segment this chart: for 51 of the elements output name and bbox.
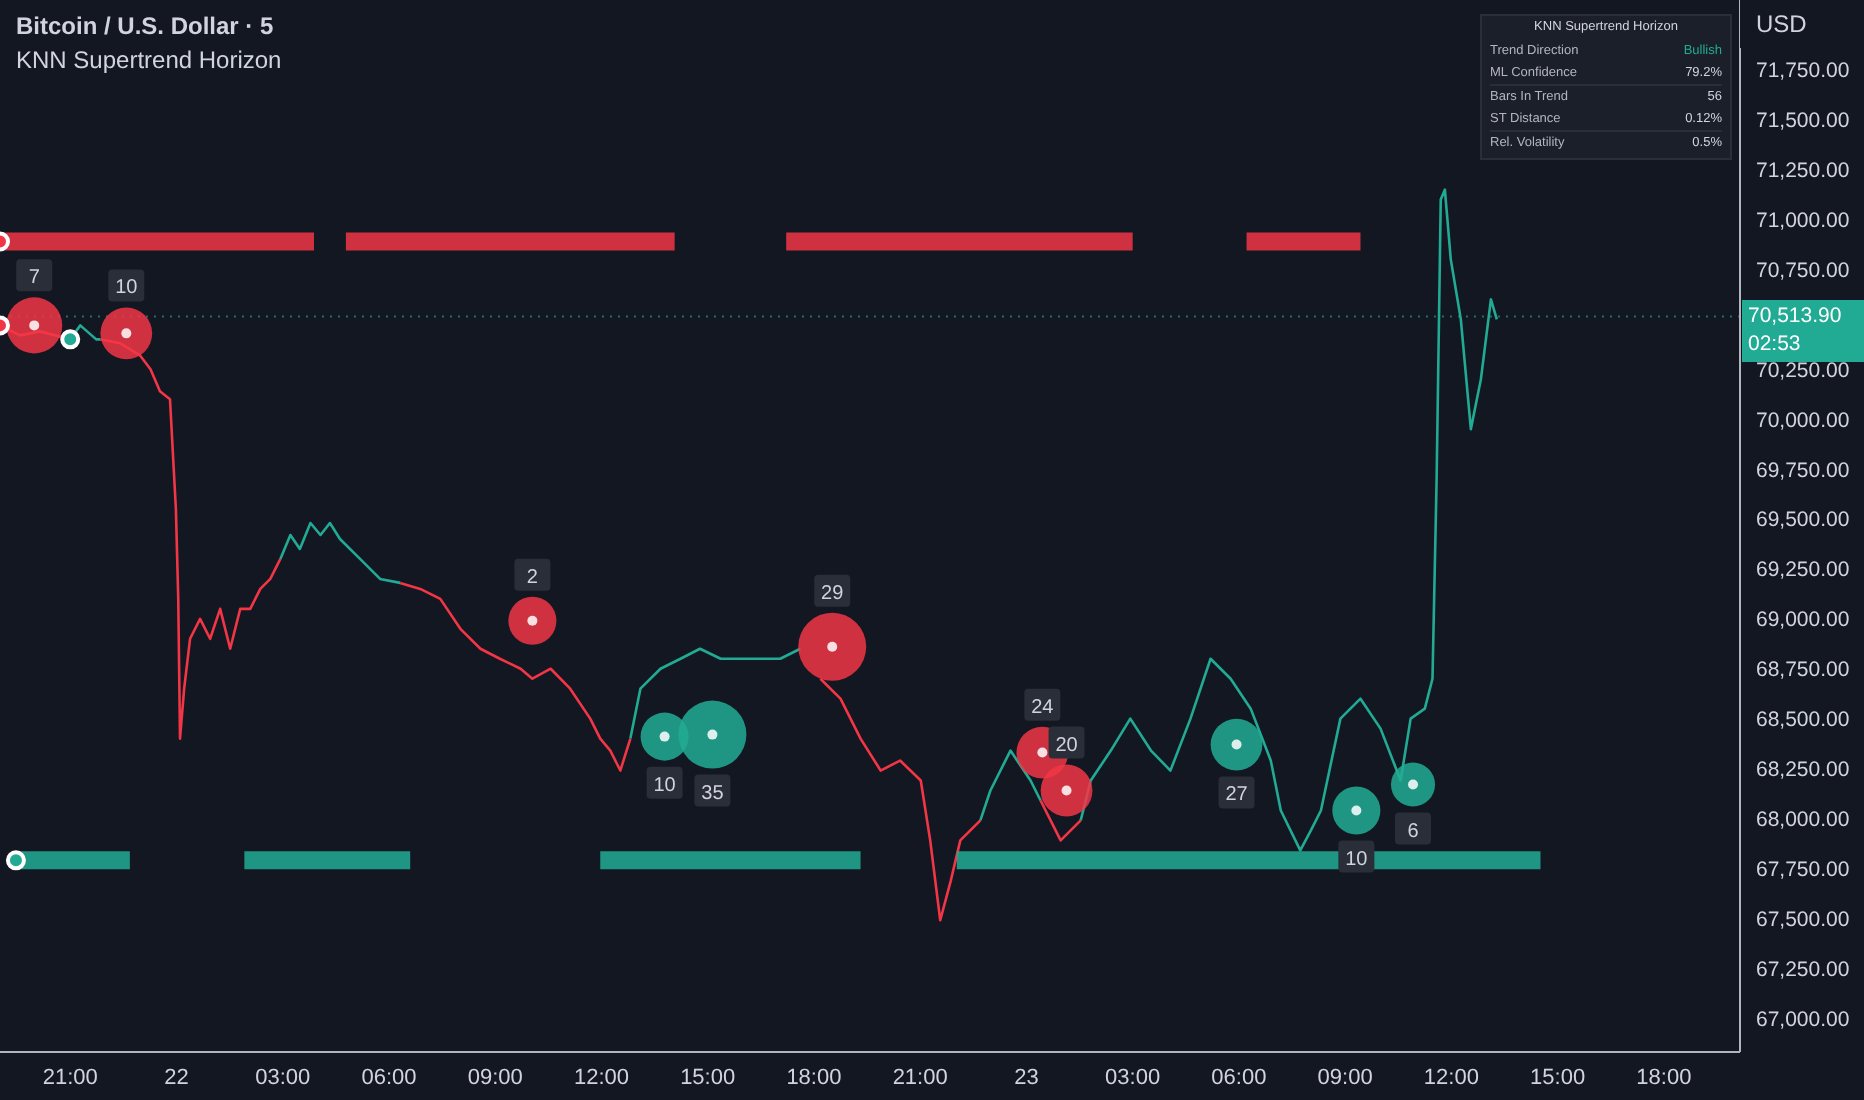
x-tick-label: 03:00 — [1105, 1065, 1161, 1090]
y-tick-label: 70,750.00 — [1756, 258, 1850, 283]
annotation: 27 — [1225, 784, 1249, 807]
annotation: 7 — [28, 267, 41, 290]
x-tick-label: 21:00 — [892, 1065, 948, 1090]
y-tick-label: 68,500.00 — [1756, 708, 1850, 733]
annotation: 10 — [115, 277, 139, 300]
y-tick-label: 67,000.00 — [1756, 1007, 1850, 1032]
annotation: 29 — [821, 582, 845, 605]
annotation: 6 — [1407, 820, 1420, 843]
y-tick-label: 67,500.00 — [1756, 907, 1850, 932]
y-tick-label: 69,250.00 — [1756, 558, 1850, 583]
annotation: 20 — [1055, 734, 1079, 757]
x-tick-label: 12:00 — [1423, 1065, 1479, 1090]
x-tick-label: 12:00 — [573, 1065, 629, 1090]
x-tick-label: 06:00 — [1211, 1065, 1267, 1090]
y-tick-label: 67,750.00 — [1756, 857, 1850, 882]
y-tick-label: 68,750.00 — [1756, 658, 1850, 683]
text: Bitcoin / U.S. Dollar · 5 — [16, 12, 276, 40]
x-tick-label: 15:00 — [1530, 1065, 1586, 1090]
annotation: 35 — [701, 782, 725, 805]
y-tick-label: 71,750.00 — [1756, 59, 1850, 84]
annotation: 10 — [1345, 848, 1369, 871]
y-tick-label: 68,000.00 — [1756, 807, 1850, 832]
x-tick-label: 09:00 — [1317, 1065, 1373, 1090]
x-tick-label: 22 — [164, 1065, 189, 1090]
x-tick-label: 03:00 — [255, 1065, 311, 1090]
text: 02:53 — [1748, 330, 1803, 359]
x-tick-label: 21:00 — [42, 1065, 98, 1090]
y-tick-label: 70,250.00 — [1756, 358, 1850, 383]
y-tick-label: 71,250.00 — [1756, 159, 1850, 184]
y-tick-label: 71,000.00 — [1756, 209, 1850, 234]
y-tick-label: 69,750.00 — [1756, 458, 1850, 483]
x-tick-label: 18:00 — [1636, 1065, 1692, 1090]
y-tick-label: 67,250.00 — [1756, 957, 1850, 982]
x-tick-label: 09:00 — [467, 1065, 523, 1090]
text: KNN Supertrend Horizon — [16, 46, 282, 74]
annotation: 10 — [653, 774, 677, 797]
x-tick-label: 23 — [1014, 1065, 1039, 1090]
y-tick-label: 68,250.00 — [1756, 757, 1850, 782]
y-axis-title: USD — [1740, 0, 1864, 48]
x-tick-label: 18:00 — [786, 1065, 842, 1090]
ref-line-label: 70,513.90 — [1748, 302, 1844, 331]
y-tick-label: 70,000.00 — [1756, 408, 1850, 433]
y-tick-label: 71,500.00 — [1756, 109, 1850, 134]
x-tick-label: 15:00 — [680, 1065, 736, 1090]
annotation: 24 — [1031, 696, 1055, 719]
y-tick-label: 69,000.00 — [1756, 608, 1850, 633]
y-tick-label: 69,500.00 — [1756, 508, 1850, 533]
x-tick-label: 06:00 — [361, 1065, 417, 1090]
annotation: 2 — [526, 566, 539, 589]
